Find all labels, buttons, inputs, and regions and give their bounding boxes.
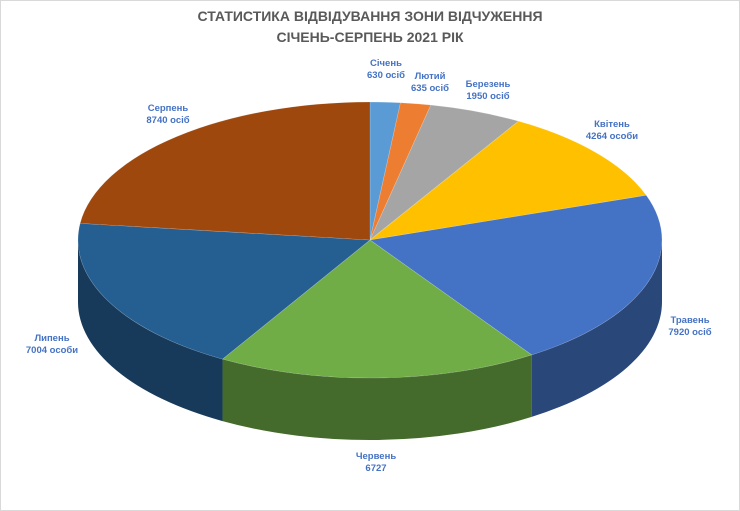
value-label: 635 осіб: [411, 83, 449, 94]
slice: [369, 102, 432, 241]
slice-label: Січень: [370, 58, 402, 69]
value-label: 7920 осіб: [668, 327, 711, 338]
slice-side: [222, 354, 532, 440]
slice-side: [78, 240, 223, 422]
value-label: 6727: [365, 463, 386, 474]
slice-label: Червень: [356, 451, 396, 462]
value-label: 1950 осіб: [466, 91, 509, 102]
value-label: 7004 особи: [26, 345, 78, 356]
slice: [369, 194, 663, 356]
chart-subtitle: СІЧЕНЬ-СЕРПЕНЬ 2021 РІК: [276, 29, 464, 45]
slice-label: Березень: [466, 79, 511, 90]
value-label: 4264 особи: [586, 131, 638, 142]
chart-title: СТАТИСТИКА ВІДВІДУВАННЯ ЗОНИ ВІДЧУЖЕННЯ: [197, 8, 542, 24]
slice-label: Липень: [34, 333, 69, 344]
value-label: 630 осіб: [367, 70, 405, 81]
slice-label: Серпень: [148, 103, 189, 114]
slice: [221, 239, 533, 379]
slice-label: Квітень: [594, 119, 630, 130]
slice: [77, 223, 371, 360]
slice: [369, 104, 520, 241]
slice: [369, 101, 401, 241]
slice: [79, 101, 371, 241]
slice-label: Травень: [670, 315, 709, 326]
value-label: 8740 осіб: [146, 115, 189, 126]
slice: [368, 120, 647, 241]
slice-label: Лютий: [415, 71, 446, 82]
slice-side: [531, 240, 662, 417]
